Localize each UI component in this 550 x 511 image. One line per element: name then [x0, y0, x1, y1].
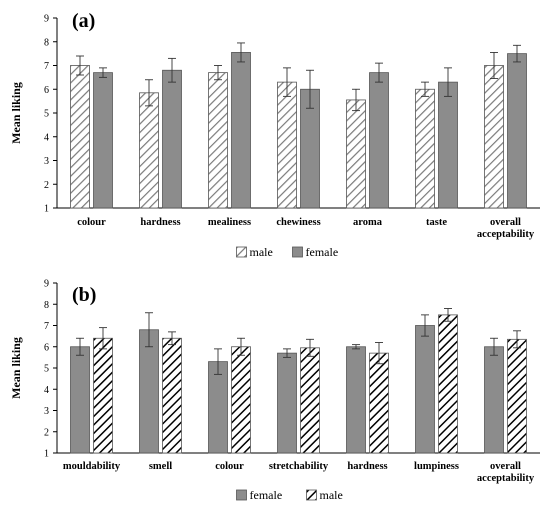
bar — [415, 325, 435, 454]
bar — [231, 52, 251, 209]
bar — [139, 92, 159, 209]
x-tick-label: chewiness — [276, 217, 320, 228]
x-tick-label: stretchability — [269, 461, 329, 472]
bar — [300, 347, 320, 454]
bar — [507, 53, 527, 209]
bar — [139, 329, 159, 454]
bar — [277, 352, 297, 454]
bar — [231, 346, 251, 454]
bar — [208, 72, 228, 209]
y-tick-label: 4 — [44, 385, 49, 396]
y-tick-label: 3 — [44, 406, 49, 417]
y-tick-label: 1 — [44, 204, 49, 215]
legend-label: female — [250, 488, 283, 502]
bar — [346, 346, 366, 454]
bar — [208, 361, 228, 454]
x-tick-label: overall — [490, 461, 521, 472]
x-tick-label: mouldability — [63, 461, 121, 472]
x-tick-label: hardness — [140, 217, 180, 228]
bar — [438, 314, 458, 454]
y-tick-label: 4 — [44, 132, 49, 143]
legend-label: female — [306, 245, 339, 259]
panel-label: (b) — [72, 284, 96, 306]
bar — [415, 88, 435, 209]
bar — [369, 352, 389, 454]
y-tick-label: 2 — [44, 427, 49, 438]
bar — [162, 337, 182, 454]
y-tick-label: 2 — [44, 180, 49, 191]
chart-panel-a: 1 2 3 4 5 6 7 8 9 Mean liking (a) colour hardness mea… — [9, 10, 540, 259]
x-tick-label: acceptability — [477, 473, 535, 484]
bar — [162, 69, 182, 209]
bar — [369, 72, 389, 209]
legend-label: male — [320, 488, 343, 502]
bar — [484, 346, 504, 454]
y-tick-label: 8 — [44, 300, 49, 311]
bar — [93, 72, 113, 209]
legend-swatch — [306, 489, 317, 501]
legend-swatch — [292, 246, 303, 258]
x-tick-label: colour — [77, 217, 106, 228]
bar — [346, 99, 366, 209]
x-tick-label: taste — [426, 217, 447, 228]
bar — [277, 81, 297, 209]
y-tick-label: 9 — [44, 14, 49, 25]
y-tick-label: 1 — [44, 449, 49, 460]
x-tick-label: smell — [149, 461, 172, 472]
x-tick-label: colour — [215, 461, 244, 472]
x-tick-label: acceptability — [477, 229, 535, 240]
y-tick-label: 7 — [44, 321, 49, 332]
y-tick-label: 5 — [44, 109, 49, 120]
y-axis-label: Mean liking — [9, 337, 23, 399]
bar — [484, 65, 504, 209]
legend-label: male — [250, 245, 273, 259]
y-tick-label: 6 — [44, 342, 49, 353]
legend-swatch — [236, 489, 247, 501]
x-tick-label: mealiness — [208, 217, 251, 228]
y-tick-label: 3 — [44, 156, 49, 167]
x-tick-label: lumpiness — [414, 461, 459, 472]
bar — [70, 65, 90, 209]
x-tick-label: aroma — [353, 217, 383, 228]
bar — [93, 337, 113, 454]
panel-label: (a) — [72, 10, 95, 32]
y-tick-label: 7 — [44, 61, 49, 72]
chart-panel-b: 1 2 3 4 5 6 7 8 9 Mean liking (b) mouldability smell… — [9, 279, 540, 502]
y-axis-label: Mean liking — [9, 82, 23, 144]
bar — [70, 346, 90, 454]
y-tick-label: 9 — [44, 279, 49, 290]
bar — [507, 338, 527, 454]
y-tick-label: 5 — [44, 364, 49, 375]
x-tick-label: overall — [490, 217, 521, 228]
bar — [438, 81, 458, 209]
y-tick-label: 8 — [44, 37, 49, 48]
legend-swatch — [236, 246, 247, 258]
x-tick-label: hardness — [347, 461, 387, 472]
y-tick-label: 6 — [44, 85, 49, 96]
